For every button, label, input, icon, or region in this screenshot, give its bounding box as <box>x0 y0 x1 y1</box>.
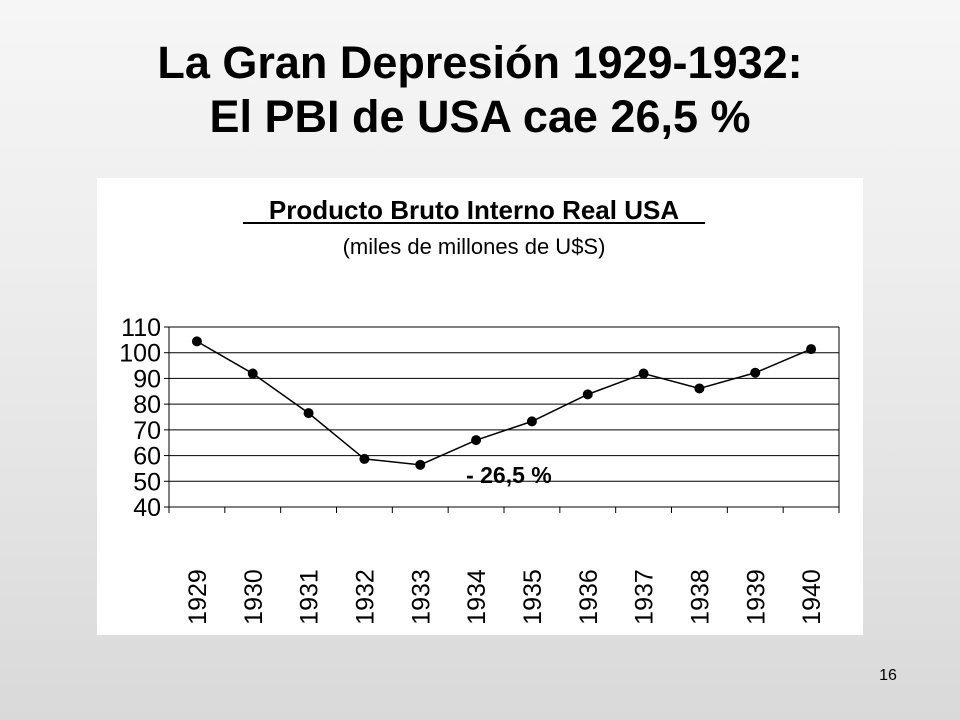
data-point <box>471 435 482 446</box>
slide-title-line-2: El PBI de USA cae 26,5 % <box>209 91 751 142</box>
data-point <box>638 368 649 379</box>
chart-title: Producto Bruto Interno Real USA <box>269 195 679 225</box>
x-tick-label: 1940 <box>798 569 826 625</box>
x-tick-label: 1930 <box>240 569 268 625</box>
chart-annotation-drop: - 26,5 % <box>466 462 552 488</box>
data-point <box>303 408 314 419</box>
slide-title: La Gran Depresión 1929-1932: El PBI de U… <box>0 36 960 144</box>
y-tick-label: 90 <box>133 365 161 393</box>
chart-subtitle: (miles de millones de U$S) <box>343 234 606 259</box>
series-line <box>196 340 812 466</box>
x-tick-label: 1932 <box>351 569 379 625</box>
slide-title-line-1: La Gran Depresión 1929-1932: <box>157 37 803 88</box>
x-tick-label: 1937 <box>631 569 659 625</box>
x-tick-label: 1935 <box>519 569 547 625</box>
series-pbi <box>191 336 817 470</box>
data-point <box>526 416 537 427</box>
x-tick-label: 1936 <box>575 569 603 625</box>
x-tick-labels: 1929 1930 1931 1932 1933 1934 1935 1936 1937 1938… <box>184 569 826 625</box>
data-point <box>582 389 593 400</box>
gdp-line-chart: Producto Bruto Interno Real USA (miles d… <box>119 195 840 625</box>
x-tick-label: 1938 <box>686 569 714 625</box>
data-point <box>415 459 426 470</box>
y-tick-label: 50 <box>133 468 161 496</box>
x-tick-label: 1934 <box>463 569 491 625</box>
y-tick-label: 80 <box>133 391 161 419</box>
y-tick-label: 100 <box>119 340 161 368</box>
data-point <box>247 368 258 379</box>
axes <box>164 326 840 513</box>
data-point <box>694 383 705 394</box>
x-tick-label: 1929 <box>184 569 212 625</box>
data-point <box>191 336 202 347</box>
gridlines <box>169 326 839 482</box>
y-tick-label: 70 <box>133 417 161 445</box>
x-tick-label: 1939 <box>742 569 770 625</box>
page-number: 16 <box>879 667 897 684</box>
data-point <box>359 453 370 464</box>
y-tick-label: 60 <box>133 443 161 471</box>
data-point <box>806 344 817 355</box>
chart-panel: Producto Bruto Interno Real USA (miles d… <box>97 178 863 635</box>
data-point <box>750 367 761 378</box>
x-tick-label: 1933 <box>407 569 435 625</box>
y-tick-label: 110 <box>121 314 161 342</box>
y-tick-label: 40 <box>133 494 161 522</box>
x-tick-label: 1931 <box>296 569 324 625</box>
